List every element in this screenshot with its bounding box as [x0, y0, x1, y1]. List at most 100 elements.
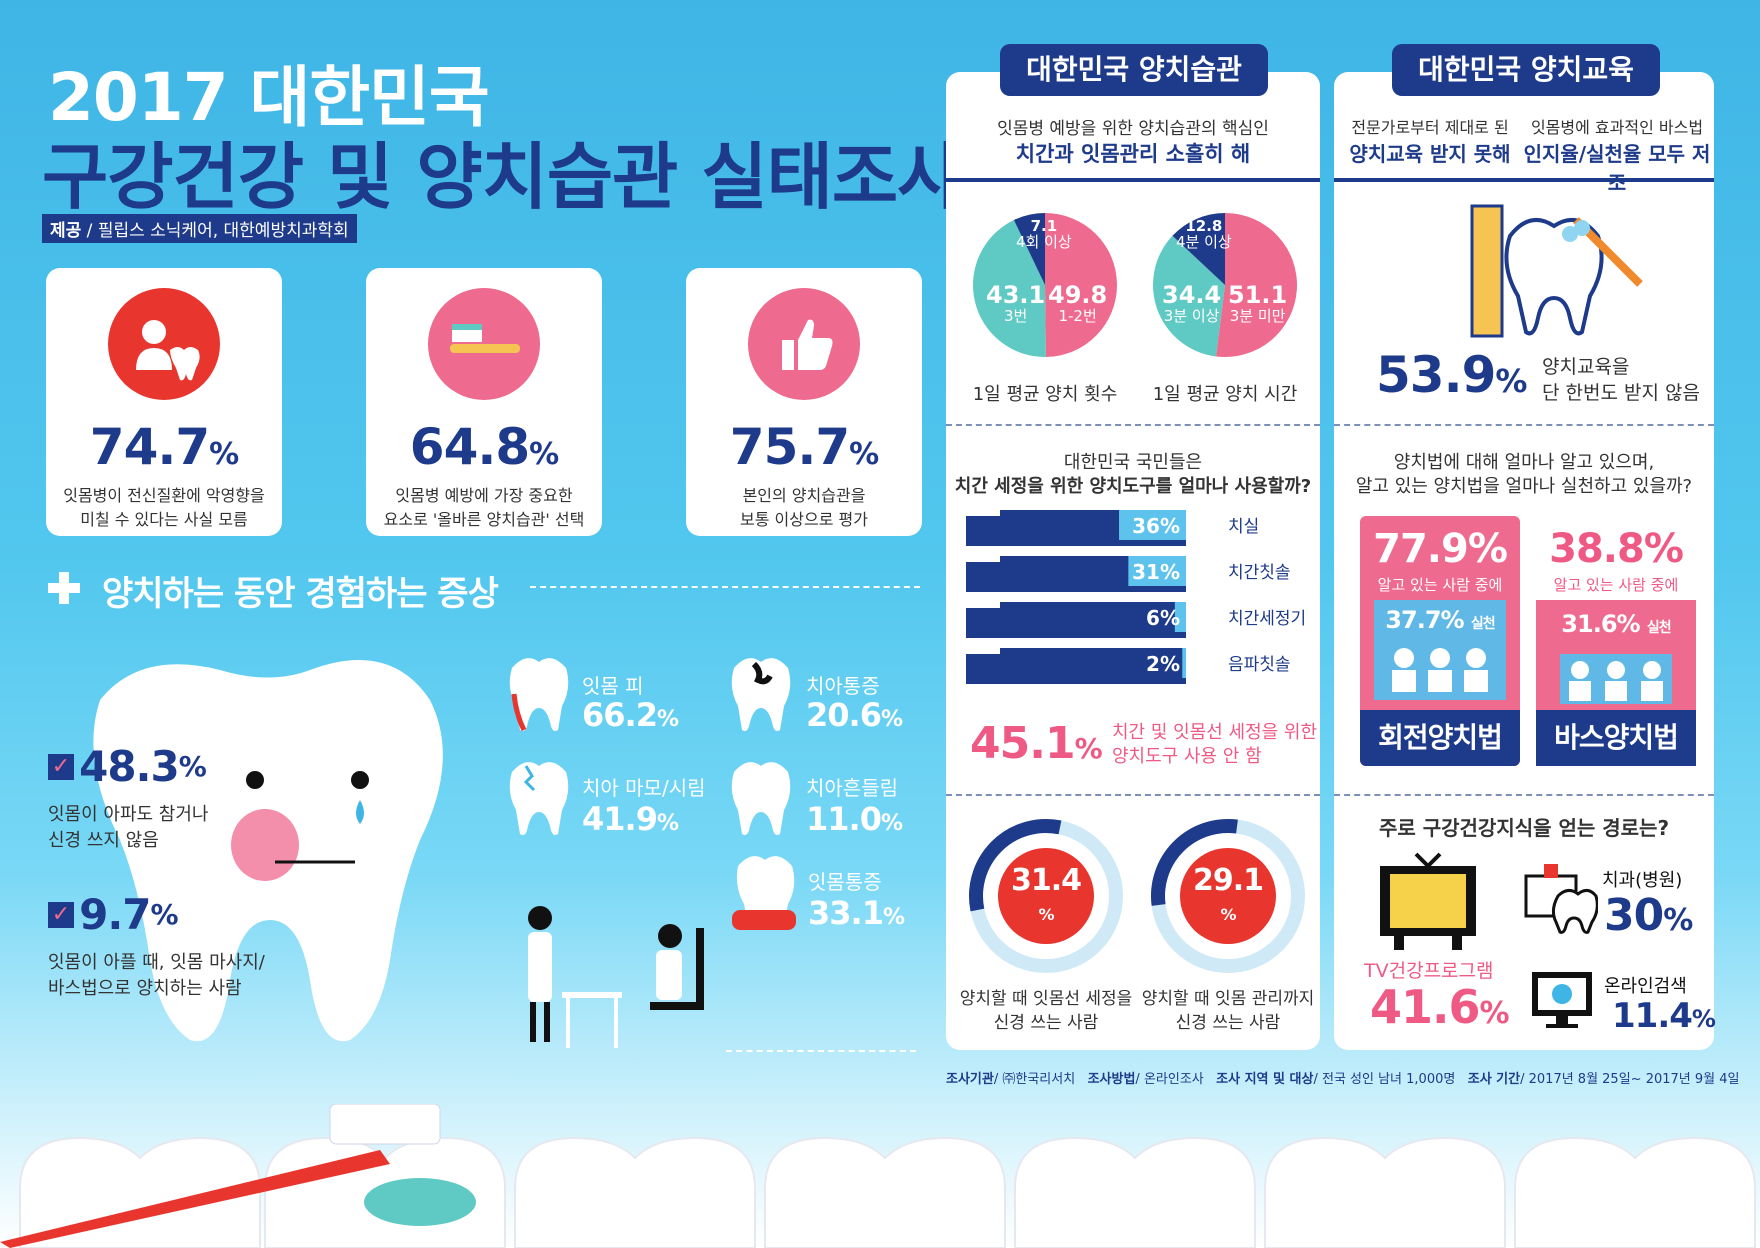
stat-3-unit: %: [849, 437, 879, 472]
no-tool-number: 45.1: [970, 718, 1076, 769]
pie-slice-2: [1172, 213, 1225, 285]
stat-card-1: 74.7% 잇몸병이 전신질환에 악영향을 미칠 수 있다는 사실 모름: [46, 268, 282, 536]
scene-divider: [726, 1050, 916, 1052]
symptoms-divider: [530, 586, 920, 588]
dentist-scene-illustration: [528, 906, 704, 1048]
pie2-label-4plus: 12.8 4분 이상: [1176, 218, 1232, 250]
donut-gum-care: [1151, 819, 1305, 973]
symptom-4-number: 11.0: [806, 800, 882, 838]
footer-k2: 조사방법: [1087, 1072, 1136, 1087]
tooth-toothbrush-illustration: [1470, 204, 1643, 338]
bar-0: [1000, 510, 1120, 540]
pie2-label-under3: 51.1 3분 미만: [1228, 283, 1287, 325]
check-1-unit: %: [178, 750, 207, 783]
method-1-practice-label: 실천: [1470, 616, 1496, 632]
pie1-3-text: 3번: [1003, 307, 1028, 325]
symptom-2-label: 치아통증: [806, 674, 880, 698]
stat-2-line2: 요소로 '올바른 양치습관' 선택: [383, 510, 585, 529]
donut1-line1: 양치할 때 잇몸선 세정을: [959, 989, 1133, 1009]
checkbox-icon: ✓: [48, 753, 74, 780]
habits-sub1: 잇몸병 예방을 위한 양치습관의 핵심인: [997, 119, 1269, 139]
source-label: 제공: [50, 221, 82, 241]
pie-slice-1: [1153, 235, 1225, 357]
pie2-caption: 1일 평균 양치 시간: [1152, 384, 1298, 405]
stat-3-value: 75.7%: [686, 418, 922, 476]
path-3-value: 11.4%: [1612, 996, 1716, 1036]
method-1-practice: 37.7% 실천: [1385, 606, 1496, 634]
edu-sub-underline: [1334, 178, 1714, 182]
path-3-label: 온라인검색: [1604, 976, 1687, 997]
footer-v1: ㈜한국리서치: [1002, 1072, 1076, 1087]
online-monitor-icon: [1532, 972, 1592, 1028]
symptom-3-label: 치아 마모/시림: [582, 776, 706, 800]
stat-1-unit: %: [209, 437, 239, 472]
edu-stat-value: 53.9%: [1376, 346, 1527, 404]
symptom-3-number: 41.9: [582, 800, 658, 838]
path-2-value: 30%: [1604, 890, 1693, 941]
method-2-name: 바스양치법: [1536, 710, 1696, 766]
edu-stat-line1: 양치교육을: [1542, 356, 1630, 378]
pie1-label-4plus: 7.1 4회 이상: [1016, 218, 1072, 250]
check-1-number: 48.3: [79, 742, 180, 791]
edu-right-1: 잇몸병에 효과적인 바스법: [1530, 118, 1704, 137]
bar-2: [1000, 602, 1175, 632]
donut2-line1: 양치할 때 잇몸 관리까지: [1141, 989, 1315, 1009]
method-2-know: 38.8%: [1549, 526, 1684, 572]
bar-label-1: 치간칫솔: [1228, 563, 1291, 583]
toothbrush-icon: [428, 288, 540, 400]
pie2-label-3plus: 34.4 3분 이상: [1162, 283, 1221, 325]
check-2-line2: 바스법으로 양치하는 사람: [48, 978, 242, 999]
check-1-line2: 신경 쓰지 않음: [48, 830, 159, 851]
edu-stat-number: 53.9: [1376, 346, 1496, 404]
donut1-value: 31.4%: [968, 866, 1124, 930]
no-tool-line1: 치간 및 잇몸선 세정을 위한: [1112, 722, 1318, 743]
stat-2-unit: %: [529, 437, 559, 472]
symptom-2-unit: %: [880, 707, 903, 732]
method-card-rotation: 77.9% 알고 있는 사람 중에 37.7% 실천 회전양치법: [1360, 516, 1520, 766]
habits-sub-underline: [946, 178, 1320, 182]
method-2-practice-box: 31.6% 실천: [1536, 600, 1696, 710]
path-2-label: 치과(병원): [1602, 870, 1683, 891]
donut2-number: 29.1: [1192, 863, 1264, 898]
symptom-5-number: 33.1: [808, 894, 884, 932]
bar-value-0: 36%: [1132, 514, 1180, 538]
pie-slice-0: [1045, 213, 1117, 357]
pie-chart-brush-time: [1153, 213, 1297, 357]
edu-divider-2: [1334, 794, 1714, 796]
symptom-2-number: 20.6: [806, 696, 882, 734]
no-tool-line2: 양치도구 사용 안 함: [1112, 746, 1262, 767]
stat-1-line2: 미칠 수 있다는 사실 모름: [80, 510, 248, 529]
bar-3: [1000, 648, 1183, 678]
symptom-1-number: 66.2: [582, 696, 658, 734]
bar-value-3: 2%: [1146, 652, 1180, 676]
donut2-line2: 신경 쓰는 사람: [1175, 1013, 1281, 1033]
symptoms-heading: 양치하는 동안 경험하는 증상: [102, 574, 499, 614]
stat-3-line2: 보통 이상으로 평가: [740, 510, 868, 529]
footer-k1: 조사기관: [946, 1072, 994, 1087]
edu-left-2: 양치교육 받지 못해: [1349, 142, 1511, 166]
edu-divider-1: [1334, 424, 1714, 426]
method-2-know-number: 38.8: [1549, 526, 1645, 572]
method-1-practice-box: 37.7% 실천: [1374, 600, 1506, 700]
path-1-number: 41.6: [1370, 980, 1480, 1034]
loose-tooth-icon: [731, 762, 791, 835]
source-line: 제공 / 필립스 소닉케어, 대한예방치과학회: [42, 214, 357, 243]
method-2-practice: 31.6% 실천: [1561, 610, 1671, 638]
method-2-practice-number: 31.6: [1561, 610, 1617, 638]
check-1: ✓ 48.3%: [48, 742, 207, 791]
pie-slice-1: [973, 220, 1046, 357]
title-line-2: 구강건강 및 양치습관 실태조사: [42, 135, 963, 219]
pie2-3plus-text: 3분 이상: [1163, 307, 1220, 325]
edu-question-2: 알고 있는 양치법을 얼마나 실천하고 있을까?: [1355, 476, 1693, 497]
symptom-5-unit: %: [882, 905, 905, 930]
pie1-12-value: 49.8: [1048, 281, 1108, 309]
education-tab: 대한민국 양치교육: [1392, 44, 1660, 96]
bar-label-3: 음파칫솔: [1228, 655, 1291, 675]
stat-card-2: 64.8% 잇몸병 예방에 가장 중요한 요소로 '올바른 양치습관' 선택: [366, 268, 602, 536]
pie2-4plus-text: 4분 이상: [1176, 233, 1232, 251]
survey-footer: 조사기관/ ㈜한국리서치 조사방법/ 온라인조사 조사 지역 및 대상/ 전국 …: [946, 1072, 1740, 1087]
footer-v4: 2017년 8월 25일~ 2017년 9월 4일: [1528, 1072, 1740, 1087]
method-1-know-number: 77.9: [1373, 526, 1469, 572]
stat-1-value: 74.7%: [46, 418, 282, 476]
symptom-5-label: 잇몸통증: [808, 870, 882, 894]
